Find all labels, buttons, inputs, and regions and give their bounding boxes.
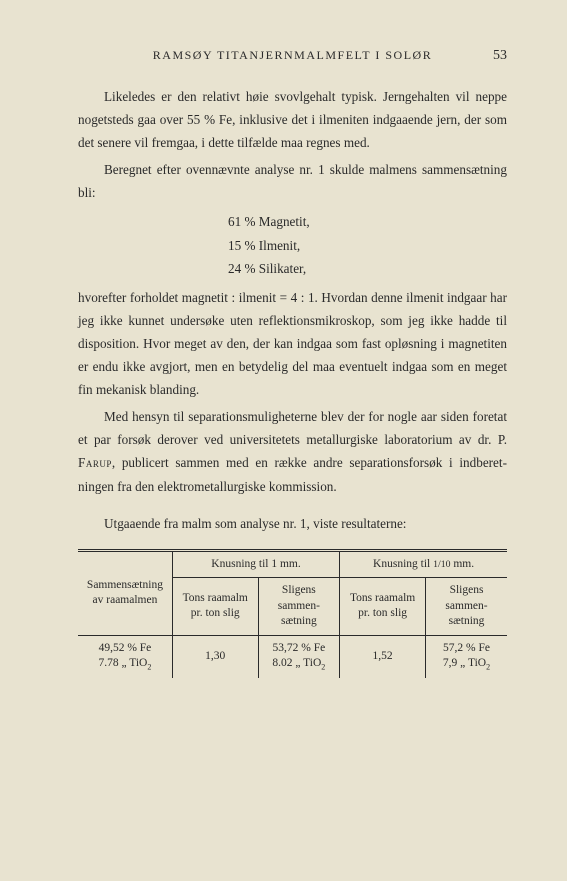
cell: 1,30 — [172, 635, 258, 678]
paragraph-5: Utgaaende fra malm som analyse nr. 1, vi… — [78, 512, 507, 535]
running-title: RAMSØY TITANJERNMALMFELT I SOLØR — [153, 48, 432, 62]
sub-header: Tons raa­malm pr. ton slig — [340, 578, 426, 636]
running-head: RAMSØY TITANJERNMALMFELT I SOLØR 53 — [78, 48, 507, 63]
sub-header: Sligens sammen­sætning — [258, 578, 340, 636]
cell-line: 7.78 „ TiO — [98, 657, 147, 669]
cell-composition: 57,2 % Fe 7,9 „ TiO2 — [426, 635, 507, 678]
results-table: Sammensætning av raamalmen Knusning til … — [78, 549, 507, 679]
fraction: 1/10 — [433, 559, 450, 570]
table-row: Sammensætning av raamalmen Knusning til … — [78, 550, 507, 578]
subscript: 2 — [321, 663, 325, 672]
subscript: 2 — [486, 663, 490, 672]
group2-text-a: Knusning til — [373, 558, 433, 570]
cell-composition: 53,72 % Fe 8.02 „ TiO2 — [258, 635, 340, 678]
paragraph-4: Med hensyn til separationsmuligheterne b… — [78, 405, 507, 497]
paragraph-3: hvorefter forholdet magnetit : ilmenit =… — [78, 286, 507, 401]
subscript: 2 — [147, 663, 151, 672]
author-name: Farup — [78, 455, 112, 470]
sub-header: Tons raa­malm pr. ton slig — [172, 578, 258, 636]
cell-line: 53,72 % Fe — [273, 642, 326, 654]
page-number: 53 — [493, 48, 507, 64]
cell-line: 49,52 % Fe — [99, 642, 152, 654]
group-header-1: Knusning til 1 mm. — [172, 550, 339, 578]
cell-line: 57,2 % Fe — [443, 642, 490, 654]
paragraph-4b: , publicert sammen med en række andre se… — [78, 455, 507, 493]
cell-line: 7,9 „ TiO — [443, 657, 486, 669]
row-label-header: Sammensætning av raamalmen — [78, 550, 172, 635]
cell: 1,52 — [340, 635, 426, 678]
paragraph-2: Beregnet efter ovennævnte analyse nr. 1 … — [78, 158, 507, 204]
page: RAMSØY TITANJERNMALMFELT I SOLØR 53 Like… — [0, 0, 567, 881]
composition-item: 15 % Ilmenit, — [228, 234, 507, 257]
paragraph-4a: Med hensyn til separationsmuligheterne b… — [78, 409, 507, 447]
paragraph-1: Likeledes er den relativt høie svovlgeha… — [78, 85, 507, 154]
table-row: 49,52 % Fe 7.78 „ TiO2 1,30 53,72 % Fe 8… — [78, 635, 507, 678]
composition-item: 61 % Magnetit, — [228, 210, 507, 233]
cell-line: 8.02 „ TiO — [272, 657, 321, 669]
composition-list: 61 % Magnetit, 15 % Ilmenit, 24 % Silika… — [228, 210, 507, 279]
sub-header: Sligens sammen­sætning — [426, 578, 507, 636]
group2-text-b: mm. — [450, 558, 474, 570]
cell-sample: 49,52 % Fe 7.78 „ TiO2 — [78, 635, 172, 678]
composition-item: 24 % Silikater, — [228, 257, 507, 280]
group-header-2: Knusning til 1/10 mm. — [340, 550, 507, 578]
